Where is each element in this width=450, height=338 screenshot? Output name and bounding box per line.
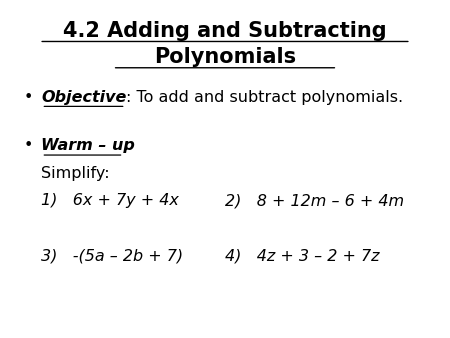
Text: •: •: [24, 90, 33, 104]
Text: Objective: Objective: [41, 90, 127, 104]
Text: 3)   -(5a – 2b + 7): 3) -(5a – 2b + 7): [41, 248, 184, 264]
Text: Polynomials: Polynomials: [154, 47, 296, 67]
Text: : To add and subtract polynomials.: : To add and subtract polynomials.: [126, 90, 403, 104]
Text: 1)   6x + 7y + 4x: 1) 6x + 7y + 4x: [41, 193, 179, 208]
Text: :: :: [123, 138, 129, 153]
Text: 2)   8 + 12m – 6 + 4m: 2) 8 + 12m – 6 + 4m: [225, 193, 404, 208]
Text: 4.2 Adding and Subtracting: 4.2 Adding and Subtracting: [63, 21, 387, 41]
Text: Warm – up: Warm – up: [41, 138, 135, 153]
Text: •: •: [24, 138, 33, 153]
Text: Simplify:: Simplify:: [41, 166, 110, 181]
Text: 4)   4z + 3 – 2 + 7z: 4) 4z + 3 – 2 + 7z: [225, 248, 379, 264]
